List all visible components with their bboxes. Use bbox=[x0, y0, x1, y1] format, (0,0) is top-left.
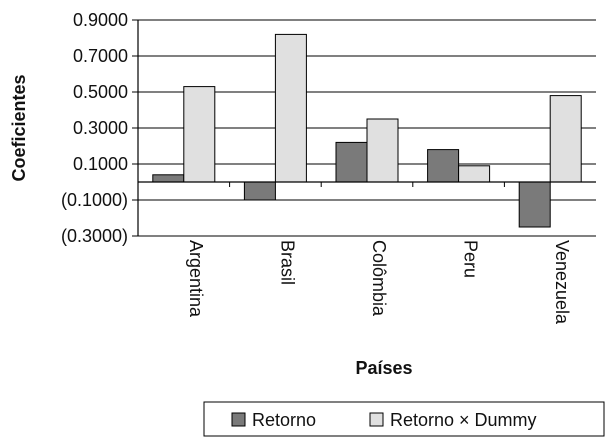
y-tick-label: (0.1000) bbox=[61, 190, 128, 210]
y-tick-label: 0.5000 bbox=[73, 82, 128, 102]
bar-retorno-dummy bbox=[274, 33, 307, 183]
x-category-label: Venezuela bbox=[552, 240, 572, 325]
bars bbox=[152, 33, 582, 228]
bar-retorno bbox=[518, 181, 551, 228]
legend-swatch-retorno-dummy bbox=[369, 412, 384, 427]
x-category-label: Brasil bbox=[277, 240, 297, 285]
bar-retorno-dummy bbox=[183, 86, 216, 183]
y-tick-label: 0.3000 bbox=[73, 118, 128, 138]
y-axis-title: Coeficientes bbox=[9, 74, 29, 181]
bar-retorno bbox=[335, 141, 368, 183]
y-tick-label: 0.7000 bbox=[73, 46, 128, 66]
y-tick-label: 0.9000 bbox=[73, 10, 128, 30]
x-axis-title: Países bbox=[355, 358, 412, 378]
legend-label-retorno: Retorno bbox=[252, 410, 316, 430]
legend: Retorno Retorno × Dummy bbox=[203, 401, 605, 437]
legend-label-retorno-dummy: Retorno × Dummy bbox=[390, 410, 537, 430]
x-category-labels: Argentina Brasil Colômbia Peru Venezuela bbox=[186, 240, 572, 325]
bar-retorno bbox=[152, 174, 185, 183]
y-tick-label: (0.3000) bbox=[61, 226, 128, 246]
bar-retorno-dummy bbox=[458, 165, 491, 183]
axes bbox=[137, 20, 596, 236]
legend-box bbox=[203, 401, 605, 437]
x-category-label: Colômbia bbox=[369, 240, 389, 317]
bar-retorno-dummy bbox=[549, 95, 582, 183]
bar-retorno bbox=[427, 149, 460, 183]
y-tick-label: 0.1000 bbox=[73, 154, 128, 174]
bar-retorno bbox=[243, 181, 276, 201]
bar-retorno-dummy bbox=[366, 118, 399, 183]
y-tick-labels: 0.9000 0.7000 0.5000 0.3000 0.1000 (0.1000) (0… bbox=[61, 10, 128, 246]
x-category-label: Peru bbox=[461, 240, 481, 278]
legend-swatch-retorno bbox=[231, 412, 246, 427]
x-category-label: Argentina bbox=[186, 240, 206, 318]
